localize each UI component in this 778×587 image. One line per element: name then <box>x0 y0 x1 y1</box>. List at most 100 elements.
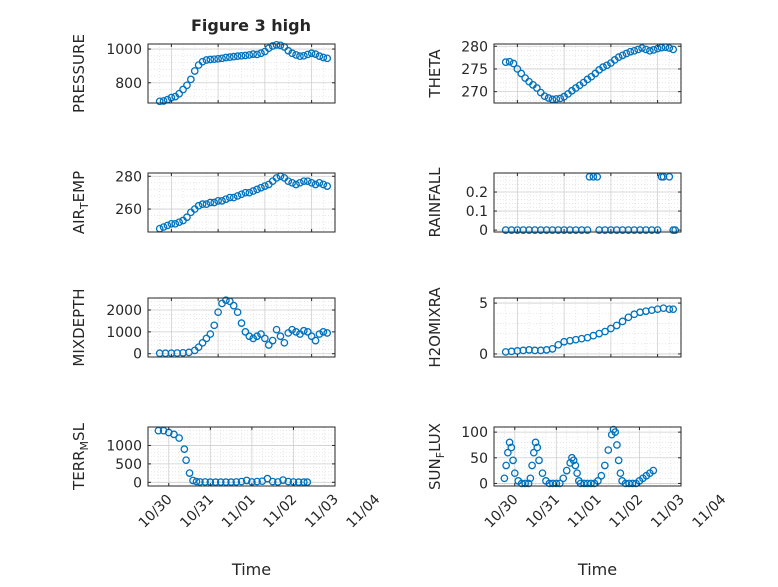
subplot-sun-flux: 0 50 100 10/30 10/31 11/01 11/02 11/03 11/04 SUNF… <box>426 423 729 579</box>
series-points <box>500 425 658 488</box>
data-point <box>616 469 625 478</box>
data-point <box>638 44 646 52</box>
data-point <box>237 319 246 327</box>
data-point <box>210 198 219 207</box>
y-tick-label: 280 <box>115 169 142 185</box>
data-point <box>280 338 289 347</box>
y-tick-label: 2000 <box>106 303 142 319</box>
data-point <box>540 92 549 101</box>
data-point <box>190 67 199 75</box>
data-point <box>533 443 542 452</box>
data-point <box>556 94 565 103</box>
data-point <box>599 63 607 71</box>
data-point <box>163 221 172 230</box>
x-tick-label: 11/02 <box>606 492 646 532</box>
data-point <box>222 296 230 305</box>
data-point <box>202 200 211 208</box>
subplot-h2omixra: 0 5 H2OMIXRA <box>426 287 682 368</box>
data-point <box>513 65 522 73</box>
data-point <box>284 177 293 186</box>
data-point <box>272 40 281 49</box>
data-point <box>268 336 277 345</box>
data-point <box>299 478 308 486</box>
grid-lines <box>493 426 682 486</box>
data-point <box>502 461 510 470</box>
data-point <box>548 345 557 353</box>
y-tick-label: 0 <box>133 475 142 491</box>
data-point <box>175 89 184 98</box>
data-point <box>653 226 662 234</box>
data-point <box>211 478 220 486</box>
data-point <box>249 50 258 58</box>
data-point <box>323 329 332 337</box>
y-tick-label: 270 <box>461 85 488 101</box>
data-point <box>614 53 623 62</box>
data-point <box>229 301 238 310</box>
data-point <box>292 51 300 59</box>
x-tick-label: 10/30 <box>136 492 176 532</box>
data-point <box>171 219 180 228</box>
data-point <box>665 44 674 52</box>
data-point <box>323 182 332 190</box>
data-point <box>626 47 635 56</box>
data-point <box>585 172 594 181</box>
data-point <box>307 332 316 341</box>
data-point <box>509 456 517 465</box>
data-point <box>669 45 678 54</box>
y-tick-label: 5 <box>479 296 488 312</box>
x-tick-label: 11/04 <box>690 491 730 531</box>
data-point <box>198 338 207 347</box>
data-point <box>624 313 633 322</box>
data-point <box>253 477 261 486</box>
data-point <box>264 44 273 53</box>
data-point <box>261 182 269 190</box>
data-point <box>544 94 553 102</box>
data-point <box>159 223 168 231</box>
series-points <box>155 296 332 358</box>
data-point <box>218 54 226 63</box>
axes-box <box>493 43 682 104</box>
data-point <box>261 334 269 343</box>
x-tick-label: 11/01 <box>565 492 605 532</box>
data-point <box>225 53 234 61</box>
data-point <box>535 456 543 465</box>
data-point <box>323 54 332 63</box>
data-point <box>167 219 176 228</box>
grid-lines <box>147 298 335 357</box>
data-point <box>257 183 265 192</box>
data-point <box>185 469 194 477</box>
y-axis-label: H2OMIXRA <box>426 287 444 368</box>
x-axis-label: Time <box>577 560 617 579</box>
data-point <box>618 51 627 60</box>
data-point <box>569 456 578 465</box>
data-point <box>233 308 242 317</box>
data-point <box>225 193 234 202</box>
y-tick-label: 1000 <box>106 438 142 454</box>
y-tick-label: 800 <box>115 76 142 92</box>
axes-box <box>493 426 682 487</box>
series-points <box>154 426 312 486</box>
y-axis-label: PRESSURE <box>70 34 88 113</box>
y-tick-label: 500 <box>115 457 142 473</box>
data-point <box>182 456 190 465</box>
data-point <box>587 479 595 488</box>
axes-box <box>493 172 682 233</box>
y-tick-label: 1000 <box>106 325 142 341</box>
data-point <box>517 69 526 78</box>
data-point <box>504 448 512 457</box>
data-point <box>183 213 191 222</box>
data-point <box>175 434 184 442</box>
grid-lines <box>493 172 681 232</box>
data-point <box>241 51 250 60</box>
data-point <box>589 172 598 181</box>
y-tick-label: 260 <box>115 202 142 218</box>
data-point <box>645 46 654 55</box>
data-point <box>196 478 204 486</box>
data-point <box>554 340 563 349</box>
data-point <box>237 477 246 486</box>
data-point <box>245 332 254 341</box>
data-point <box>665 172 674 181</box>
data-point <box>272 325 281 334</box>
data-point <box>292 180 300 189</box>
